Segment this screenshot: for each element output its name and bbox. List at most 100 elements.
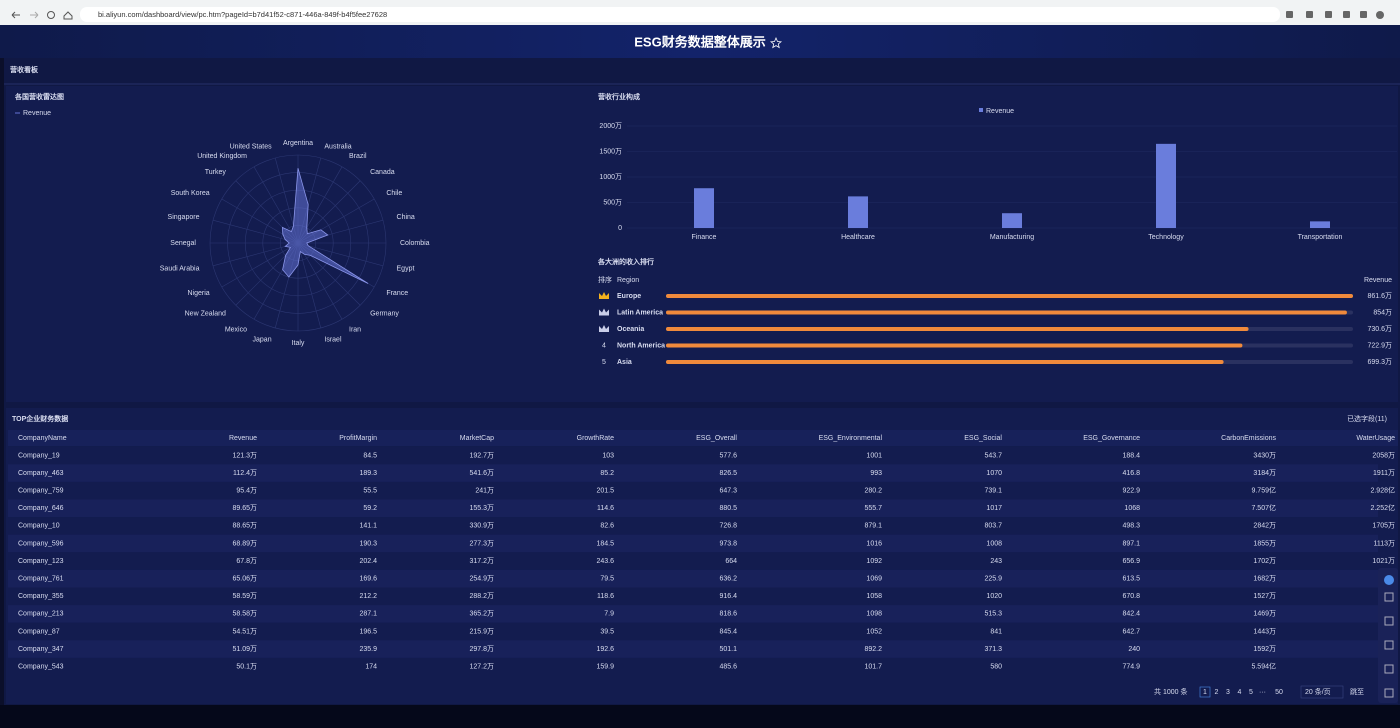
radar-area — [281, 168, 369, 284]
page-current — [1199, 686, 1211, 698]
page-link[interactable]: 1 — [1203, 689, 1207, 696]
table-cell: 973.8 — [719, 540, 737, 547]
table-cell: Company_213 — [18, 611, 64, 618]
address-bar[interactable] — [80, 7, 1280, 22]
favorite-star[interactable] — [769, 36, 783, 49]
field-selector[interactable]: 已选字段(11) — [1347, 414, 1387, 423]
table-cell: 3430万 — [1253, 451, 1276, 459]
table-cell: 215.9万 — [469, 627, 494, 635]
table-cell: 317.2万 — [469, 557, 494, 565]
table-cell: 485.6 — [719, 664, 737, 671]
side-toolbar — [1378, 568, 1398, 703]
table-cell: 371.3 — [984, 646, 1002, 653]
tool-icon[interactable] — [1384, 688, 1394, 698]
table-cell: 664 — [725, 558, 737, 565]
table-cell: 1592万 — [1253, 645, 1276, 653]
page-size-box[interactable] — [1300, 685, 1344, 699]
crown-icon — [599, 308, 609, 316]
page-link[interactable]: ··· — [1259, 689, 1266, 696]
region-label: Latin America — [617, 309, 663, 316]
tool-icon[interactable] — [1384, 616, 1394, 626]
region-label: Europe — [617, 293, 641, 300]
radar-label: Senegal — [170, 240, 196, 247]
bar — [666, 310, 1347, 315]
table-cell: 89.65万 — [232, 504, 257, 512]
page-link[interactable]: 50 — [1275, 689, 1283, 696]
table-cell: 3184万 — [1253, 469, 1276, 477]
page-link[interactable]: 2 — [1215, 689, 1219, 696]
table-cell: 58.59万 — [232, 592, 257, 600]
radar-label: Colombia — [400, 240, 430, 247]
table-cell: Company_123 — [18, 558, 64, 565]
legend-label: Revenue — [23, 110, 51, 117]
table-cell: Company_463 — [18, 470, 64, 477]
table-cell: 642.7 — [1122, 628, 1140, 635]
profile[interactable] — [1376, 11, 1384, 19]
table-cell: 416.8 — [1122, 470, 1140, 477]
table-cell: 155.3万 — [469, 504, 494, 512]
radar-label: Singapore — [168, 214, 200, 221]
table-cell: 1021万 — [1372, 557, 1395, 565]
panel — [6, 86, 1398, 402]
tool-icon[interactable] — [1384, 592, 1394, 602]
table-cell: 916.4 — [719, 593, 737, 600]
table-cell: 330.9万 — [469, 522, 494, 530]
table-cell: Company_19 — [18, 452, 60, 459]
page-size: 20 条/页 — [1305, 687, 1331, 696]
reload-button[interactable] — [47, 11, 55, 19]
radar-label: Canada — [370, 169, 395, 176]
tool-icon[interactable] — [1384, 575, 1394, 585]
table-cell: 1092 — [866, 558, 882, 565]
header — [0, 25, 1400, 58]
bar — [848, 196, 868, 228]
x-tick-label: Finance — [692, 234, 717, 241]
table-cell: 192.6 — [596, 646, 614, 653]
icon[interactable] — [1286, 11, 1293, 18]
column-header: MarketCap — [460, 435, 494, 442]
bar — [666, 343, 1243, 348]
radar-spoke — [221, 242, 299, 288]
table-cell: 103 — [602, 452, 614, 459]
table-row — [8, 499, 1378, 518]
radar-label: Australia — [324, 143, 351, 150]
rank-label: 4 — [602, 342, 606, 349]
table-cell: Company_759 — [18, 488, 64, 495]
table-cell: Company_87 — [18, 628, 60, 635]
table-row — [8, 605, 1378, 623]
table-cell: 65.06万 — [232, 575, 257, 583]
y-tick-label: 1000万 — [599, 173, 622, 181]
back-button[interactable] — [11, 11, 20, 19]
table-row — [8, 657, 1378, 676]
tool-icon[interactable] — [1384, 640, 1394, 650]
header-label: 排序 — [598, 275, 612, 284]
icon[interactable] — [1360, 11, 1367, 18]
icon[interactable] — [1325, 11, 1332, 18]
home-button[interactable] — [63, 11, 73, 20]
radar-spoke — [212, 242, 299, 267]
page-link[interactable]: 4 — [1238, 689, 1242, 696]
forward-button[interactable] — [30, 11, 39, 19]
radar-label: Egypt — [397, 266, 415, 273]
radar-label: Saudi Arabia — [160, 266, 200, 273]
icon[interactable] — [1343, 11, 1350, 18]
url: bi.aliyun.com/dashboard/view/pc.htm?page… — [98, 10, 387, 19]
radar-label: United States — [230, 143, 273, 150]
table-cell: 1098 — [866, 611, 882, 618]
tool-icon[interactable] — [1384, 664, 1394, 674]
table-cell: Company_596 — [18, 540, 64, 547]
table-cell: 826.5 — [719, 470, 737, 477]
table-row — [8, 587, 1378, 606]
table-cell: 141.1 — [359, 523, 377, 530]
page-link[interactable]: 5 — [1249, 689, 1253, 696]
icon[interactable] — [1306, 11, 1313, 18]
table-cell: 39.5 — [600, 628, 614, 635]
table-cell: Company_646 — [18, 505, 64, 512]
table-row — [8, 481, 1378, 500]
table-cell: 50.1万 — [236, 663, 257, 671]
table-cell: 543.7 — [984, 452, 1002, 459]
rank-label: 5 — [602, 359, 606, 366]
table-cell: 803.7 — [984, 523, 1002, 530]
table-cell: 1052 — [866, 628, 882, 635]
page-link[interactable]: 3 — [1226, 689, 1230, 696]
